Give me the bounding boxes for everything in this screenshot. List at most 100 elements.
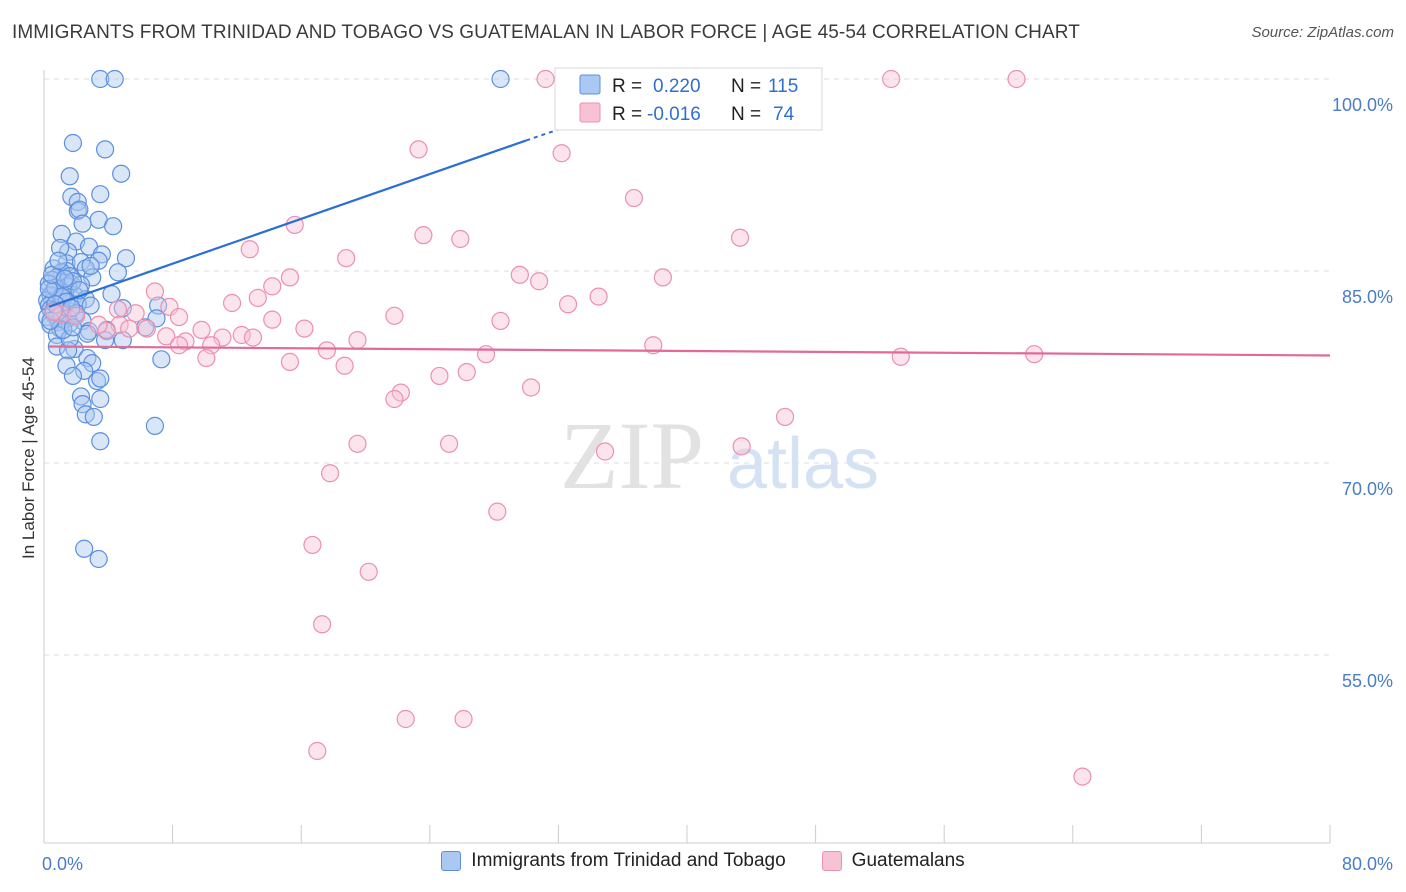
guatemalan-trend-line	[48, 345, 1331, 357]
stat-r-value-1: 0.220	[653, 76, 701, 97]
trinidad-point	[71, 387, 91, 406]
stat-r-value-2: -0.016	[647, 104, 701, 125]
stats-legend: R = 0.220 N = 115 R = -0.016 N = 74	[554, 67, 823, 131]
guatemalan-point	[137, 319, 156, 338]
y-tick-label: 70.0%	[1342, 479, 1393, 499]
guatemalan-point	[476, 345, 496, 364]
trinidad-point	[39, 279, 58, 299]
watermark: ZIP atlas	[560, 402, 879, 509]
trinidad-point	[75, 361, 94, 380]
trinidad-point	[91, 185, 110, 204]
guatemalan-point	[653, 268, 672, 287]
guatemalan-point	[89, 315, 108, 334]
y-tick-label: 85.0%	[1342, 287, 1393, 307]
guatemalan-point	[312, 615, 332, 634]
legend-label-guatemalans: Guatemalans	[851, 850, 965, 871]
tick-labels: 55.0% 70.0% 85.0% 100.0% 0.0% 80.0%	[42, 95, 1393, 874]
trinidad-point	[63, 318, 83, 337]
trinidad-point	[49, 251, 68, 270]
guatemalan-point	[280, 352, 300, 371]
trinidad-point	[116, 249, 136, 268]
guatemalan-point	[295, 319, 314, 338]
guatemalan-point	[409, 140, 428, 159]
guatemalan-point	[280, 268, 300, 287]
guatemalan-point	[248, 288, 267, 307]
guatemalan-point	[359, 562, 378, 581]
stat-r-label-2: R =	[612, 104, 642, 125]
guatemalan-point	[558, 295, 578, 314]
guatemalan-point	[491, 311, 510, 331]
guatemalan-point	[414, 226, 433, 245]
x-tick-label-min: 0.0%	[42, 854, 83, 874]
stat-n-label-2: N =	[731, 104, 761, 125]
guatemalan-point	[1007, 69, 1026, 89]
trinidad-point	[145, 416, 165, 435]
trinidad-point	[95, 140, 115, 159]
guatemalan-point	[457, 363, 476, 382]
watermark-atlas: atlas	[727, 424, 879, 504]
guatemalan-point	[732, 437, 751, 456]
source-note: Source: ZipAtlas.com	[1251, 24, 1394, 41]
guatemalan-point	[243, 328, 263, 347]
stat-n-label-1: N =	[731, 76, 761, 97]
stat-r-label-1: R =	[612, 76, 642, 97]
guatemalan-point	[488, 502, 507, 521]
stat-n-value-1: 115	[768, 76, 798, 97]
trinidad-point	[113, 331, 132, 350]
trinidad-point	[105, 69, 124, 89]
guatemalan-point	[454, 709, 473, 729]
trinidad-point	[63, 366, 83, 386]
legend-item-trinidad[interactable]: Immigrants from Trinidad and Tobago	[441, 850, 786, 872]
guatemalan-point	[552, 144, 571, 163]
grid-layer	[44, 78, 1330, 656]
y-axis-label: In Labor Force | Age 45-54	[19, 357, 38, 559]
guatemalan-point	[232, 325, 251, 345]
trinidad-point	[73, 214, 92, 233]
trinidad-point	[152, 350, 171, 369]
guatemalan-point	[589, 287, 608, 306]
axes-layer	[43, 70, 1331, 844]
guatemalan-point	[891, 347, 910, 366]
guatemalan-point	[624, 188, 644, 208]
guatemalan-point	[308, 741, 327, 761]
trinidad-point	[91, 69, 110, 89]
guatemalan-point	[385, 389, 404, 409]
legend-swatch-trinidad	[441, 851, 462, 871]
guatemalan-point	[317, 341, 337, 360]
guatemalan-point	[222, 293, 242, 313]
trinidad-trend-line	[48, 139, 527, 308]
trinidad-point	[52, 224, 71, 243]
guatemalan-point	[451, 229, 470, 249]
trinidad-point	[91, 432, 110, 451]
guatemalan-point	[192, 320, 211, 339]
guatemalan-point	[321, 464, 340, 483]
trinidad-point	[104, 217, 123, 236]
guatemalan-point	[385, 306, 404, 325]
guatemalan-point	[644, 336, 663, 355]
trinidad-point	[65, 339, 84, 359]
trinidad-point	[63, 133, 83, 153]
y-tick-label: 100.0%	[1332, 95, 1393, 115]
legend-item-guatemalans[interactable]: Guatemalans	[821, 850, 965, 872]
trinidad-point	[57, 356, 76, 375]
legend-swatch-guatemalans	[821, 851, 842, 871]
chart-title: IMMIGRANTS FROM TRINIDAD AND TOBAGO VS G…	[12, 22, 1080, 43]
bottom-legend: Immigrants from Trinidad and Tobago Guat…	[0, 850, 1406, 872]
guatemalan-point	[1073, 767, 1092, 786]
guatemalan-point	[521, 378, 541, 397]
trend-layer	[48, 120, 1331, 357]
guatemalan-point	[730, 228, 750, 247]
legend-swatch-pink	[579, 102, 601, 123]
trinidad-point	[76, 259, 95, 278]
guatemalan-point	[348, 331, 367, 350]
guatemalan-point	[108, 300, 128, 319]
guatemalan-point	[263, 277, 282, 296]
guatemalan-point	[536, 69, 555, 89]
legend-swatch-blue	[579, 74, 601, 95]
guatemalan-point	[530, 272, 549, 291]
stat-n-value-2: 74	[773, 104, 795, 125]
trinidad-point	[70, 200, 89, 219]
trinidad-point	[60, 167, 79, 186]
trinidad-point	[55, 269, 74, 288]
